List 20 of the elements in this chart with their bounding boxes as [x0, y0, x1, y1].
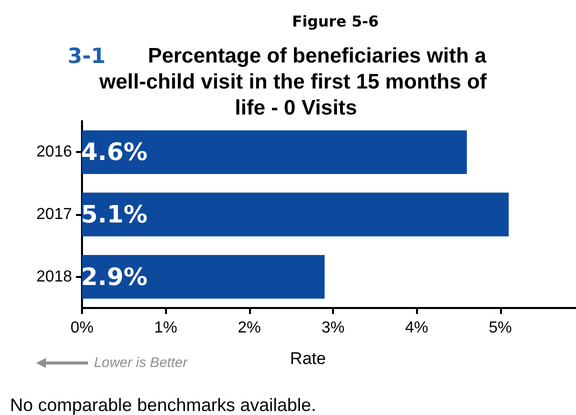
y-tick-label: 2016 — [36, 144, 72, 161]
text: No comparable benchmarks available. — [10, 395, 316, 415]
x-tick-label: 3% — [321, 320, 345, 336]
data-label: 5.1% — [81, 200, 148, 228]
bar — [82, 130, 467, 174]
y-tick-label: 2018 — [36, 268, 72, 286]
bar — [82, 255, 325, 299]
x-tick-label: 5% — [488, 320, 512, 336]
data-label: 2.9% — [81, 262, 148, 291]
x-tick-label: 0% — [70, 320, 94, 336]
bar — [82, 192, 509, 236]
chart-subtitle: Figure 5-6 — [292, 12, 379, 30]
data-label: 4.6% — [81, 138, 148, 166]
x-axis-title: Rate — [290, 349, 326, 368]
y-tick-label: 2017 — [36, 206, 72, 223]
text: Lower is Better — [94, 354, 189, 370]
chart-title: 3-1 Percentage of beneficiaries with a well-child visit in the first 15 months of life - 0 Visits — [68, 44, 487, 120]
x-tick-label: 2% — [238, 320, 261, 336]
x-tick-label: 4% — [405, 320, 428, 336]
x-tick-label: 1% — [154, 320, 178, 336]
